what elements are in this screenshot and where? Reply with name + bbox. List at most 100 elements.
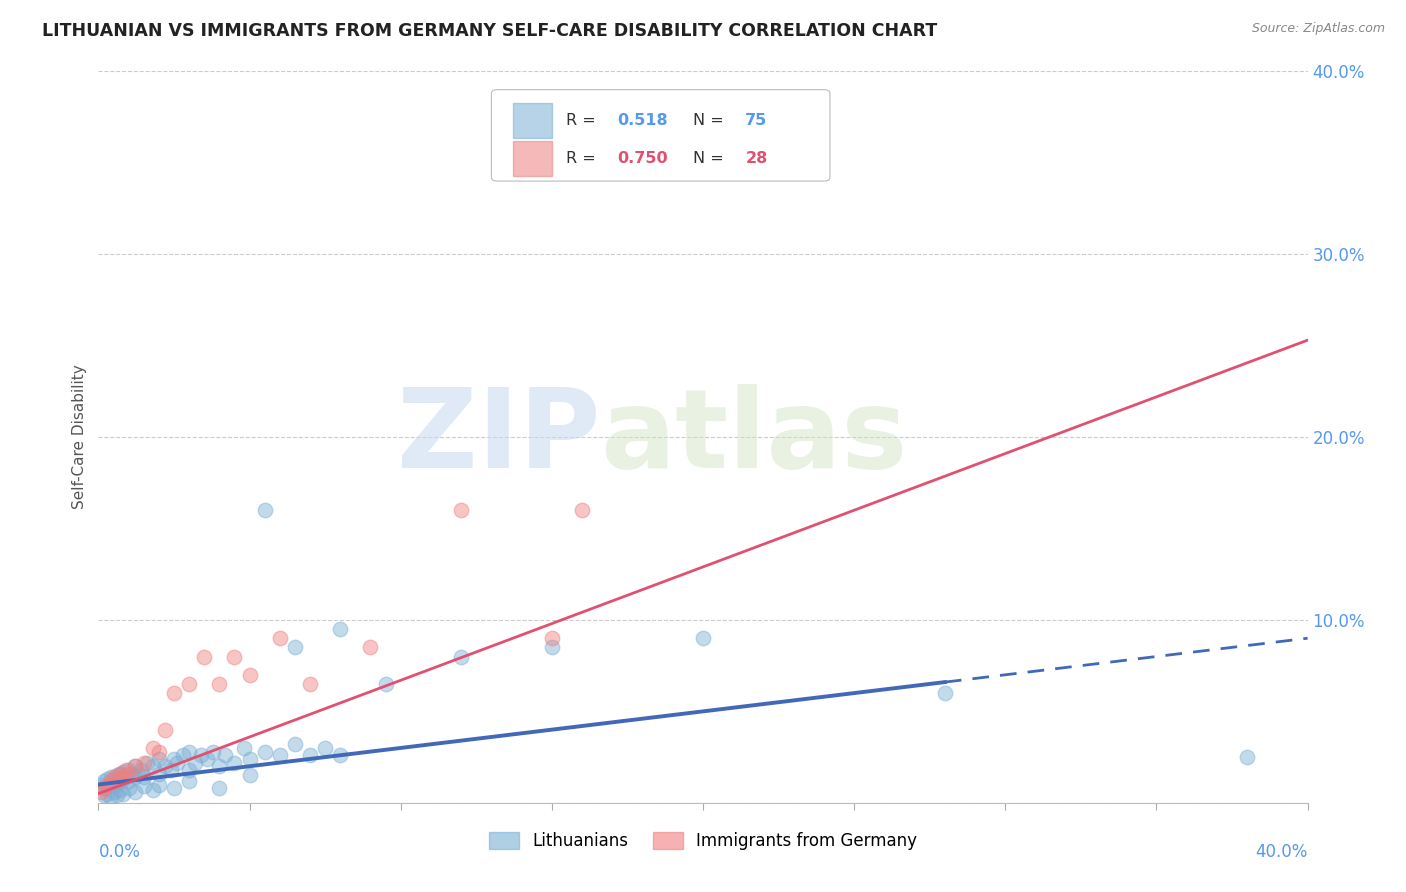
Point bbox=[100, 773, 122, 788]
Point bbox=[208, 759, 231, 773]
Point bbox=[124, 785, 146, 799]
Point bbox=[132, 770, 155, 784]
Point bbox=[108, 783, 131, 797]
Point bbox=[195, 752, 218, 766]
Point bbox=[118, 773, 141, 788]
Point bbox=[163, 686, 186, 700]
Point bbox=[96, 772, 118, 786]
Point bbox=[179, 745, 201, 759]
Point bbox=[193, 649, 215, 664]
Point bbox=[111, 787, 134, 801]
Text: Source: ZipAtlas.com: Source: ZipAtlas.com bbox=[1251, 22, 1385, 36]
Point bbox=[132, 756, 155, 770]
Point bbox=[253, 503, 276, 517]
Point bbox=[103, 785, 125, 799]
Point bbox=[239, 768, 262, 782]
Point bbox=[269, 748, 291, 763]
Text: N =: N = bbox=[693, 112, 730, 128]
Point bbox=[934, 686, 956, 700]
Point bbox=[103, 772, 125, 786]
Text: ZIP: ZIP bbox=[396, 384, 600, 491]
Point bbox=[103, 770, 125, 784]
Text: 0.0%: 0.0% bbox=[98, 843, 141, 861]
Point bbox=[253, 745, 276, 759]
Text: 0.518: 0.518 bbox=[617, 112, 668, 128]
Point bbox=[96, 787, 118, 801]
Point bbox=[124, 770, 146, 784]
Point bbox=[163, 781, 186, 796]
Point bbox=[142, 740, 165, 755]
Point bbox=[103, 780, 125, 794]
Point bbox=[284, 640, 307, 655]
Text: LITHUANIAN VS IMMIGRANTS FROM GERMANY SELF-CARE DISABILITY CORRELATION CHART: LITHUANIAN VS IMMIGRANTS FROM GERMANY SE… bbox=[42, 22, 938, 40]
Point bbox=[184, 756, 207, 770]
Point bbox=[224, 649, 246, 664]
Point bbox=[160, 763, 183, 777]
FancyBboxPatch shape bbox=[513, 141, 551, 177]
Point bbox=[172, 748, 194, 763]
Point bbox=[90, 785, 112, 799]
Point bbox=[148, 745, 170, 759]
Point bbox=[232, 740, 254, 755]
Point bbox=[450, 503, 472, 517]
Point bbox=[208, 781, 231, 796]
Point bbox=[284, 737, 307, 751]
Point bbox=[124, 759, 146, 773]
Point bbox=[100, 790, 122, 805]
Point bbox=[314, 740, 336, 755]
Point bbox=[299, 677, 322, 691]
Point bbox=[179, 763, 201, 777]
Point bbox=[90, 778, 112, 792]
Point bbox=[239, 752, 262, 766]
Text: 75: 75 bbox=[745, 112, 768, 128]
Point bbox=[105, 775, 128, 789]
Point bbox=[692, 632, 714, 646]
Point bbox=[450, 649, 472, 664]
Point bbox=[96, 780, 118, 794]
Point bbox=[153, 759, 176, 773]
Point bbox=[124, 759, 146, 773]
Text: 28: 28 bbox=[745, 152, 768, 167]
Point bbox=[111, 772, 134, 786]
Point bbox=[360, 640, 382, 655]
FancyBboxPatch shape bbox=[513, 103, 551, 137]
Point bbox=[129, 763, 152, 777]
Point bbox=[100, 770, 122, 784]
Point bbox=[105, 773, 128, 788]
Point bbox=[111, 764, 134, 779]
Point bbox=[132, 780, 155, 794]
FancyBboxPatch shape bbox=[492, 90, 830, 181]
Point bbox=[239, 667, 262, 681]
Point bbox=[179, 677, 201, 691]
Point bbox=[163, 752, 186, 766]
Point bbox=[127, 766, 149, 780]
Point bbox=[111, 770, 134, 784]
Point bbox=[114, 763, 136, 777]
Point bbox=[118, 766, 141, 780]
Point bbox=[329, 748, 352, 763]
Point bbox=[208, 677, 231, 691]
Point bbox=[118, 781, 141, 796]
Point bbox=[142, 759, 165, 773]
Point bbox=[153, 723, 176, 737]
Text: R =: R = bbox=[567, 112, 602, 128]
Point bbox=[269, 632, 291, 646]
Point bbox=[148, 766, 170, 780]
Text: N =: N = bbox=[693, 152, 730, 167]
Point bbox=[190, 748, 212, 763]
Point bbox=[93, 789, 115, 803]
Point bbox=[202, 745, 225, 759]
Point bbox=[224, 756, 246, 770]
Point bbox=[374, 677, 396, 691]
Text: 0.750: 0.750 bbox=[617, 152, 668, 167]
Point bbox=[93, 781, 115, 796]
Point bbox=[142, 783, 165, 797]
Point bbox=[329, 622, 352, 636]
Point bbox=[96, 778, 118, 792]
Point bbox=[299, 748, 322, 763]
Point bbox=[100, 778, 122, 792]
Point bbox=[105, 768, 128, 782]
Text: 40.0%: 40.0% bbox=[1256, 843, 1308, 861]
Point bbox=[692, 156, 714, 170]
Y-axis label: Self-Care Disability: Self-Care Disability bbox=[72, 365, 87, 509]
